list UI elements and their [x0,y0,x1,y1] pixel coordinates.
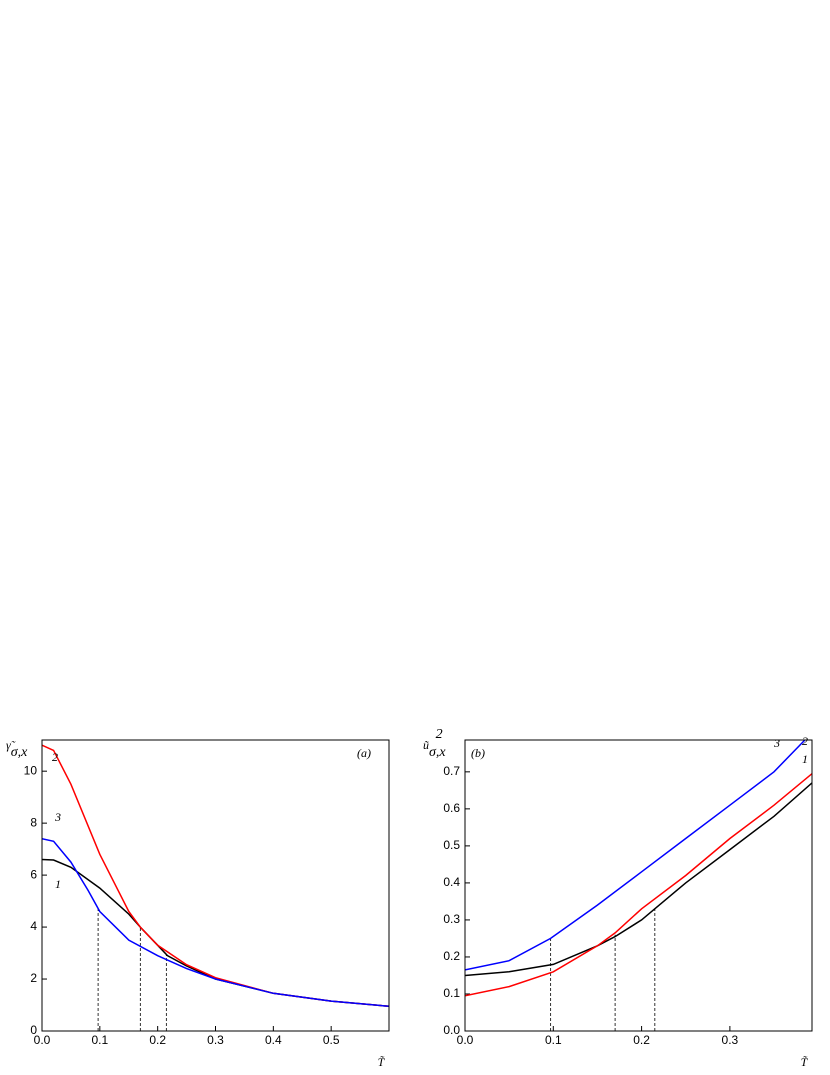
x-tick-label: 0.2 [149,1033,166,1047]
x-tick-label: 0.2 [633,1033,650,1047]
y-tick-label: 10 [24,763,38,777]
curve-label: 1 [802,752,808,766]
annotation: (b) [471,746,485,760]
curve [42,858,389,1008]
y-tick-label: 0 [30,1023,37,1037]
curve [42,744,389,1008]
x-tick-label: 0.3 [722,1033,739,1047]
x-tick-label: 0.0 [34,1033,51,1047]
y-tick-label: 0.4 [443,875,460,889]
panel: 0.0 0.1 0.2 0.3 0.0 0.1 0.2 0.3 0.4 0.5 0.6 0.7 1 2 3 (… [423,727,813,1069]
x-axis-label: T̃ [378,1055,386,1069]
plot-frame [464,739,813,1032]
curve-label: 3 [773,736,780,750]
x-tick-label: 0.4 [265,1033,282,1047]
annotation: (a) [357,746,371,760]
y-tick-label: 0.5 [443,838,460,852]
y-tick-label: 2 [30,971,37,985]
y-axis-label: ũσ,x 2 [423,727,446,760]
y-axis-label: γ̃σ,x [6,738,28,760]
y-axis-label-sub: σ,x [11,745,28,760]
curve-label: 3 [54,810,61,824]
curve-label: 1 [55,877,61,891]
y-tick-label: 0.0 [443,1023,460,1037]
x-tick-label: 0.1 [545,1033,562,1047]
curve-label: 2 [52,750,58,764]
x-tick-label: 0.3 [207,1033,224,1047]
x-tick-label: 0.0 [457,1033,474,1047]
y-tick-label: 0.3 [443,912,460,926]
y-tick-label: 4 [30,919,37,933]
x-axis-label: T̃ [801,1055,809,1069]
curve [465,782,812,977]
y-axis-label-sup: 2 [436,727,443,742]
y-tick-label: 0.1 [443,986,460,1000]
x-tick-label: 0.1 [91,1033,108,1047]
y-axis-label-sub: σ,x [429,745,446,760]
plot-frame [41,739,390,1032]
y-tick-label: 6 [30,867,37,881]
y-axis-label-base: ũ [423,738,429,752]
curve [465,740,806,971]
y-tick-label: 8 [30,815,37,829]
y-tick-label: 0.6 [443,801,460,815]
y-tick-label: 0.2 [443,949,460,963]
y-tick-label: 0.7 [443,764,460,778]
curve [465,773,812,997]
curve [42,837,389,1008]
x-tick-label: 0.5 [323,1033,340,1047]
